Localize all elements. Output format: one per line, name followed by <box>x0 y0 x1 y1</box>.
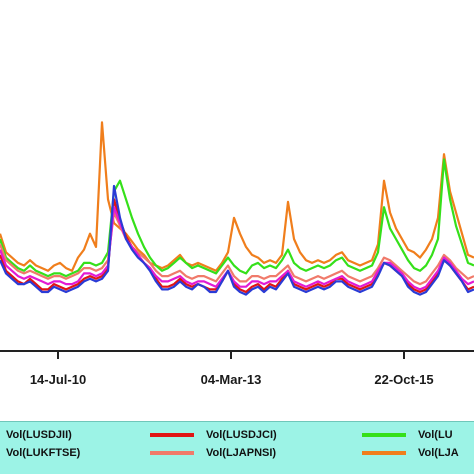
legend-item-lu: Vol(LU <box>362 426 453 444</box>
series-line-vol-ljapnsi <box>0 211 474 286</box>
series-line-vol-lu <box>0 158 474 278</box>
legend-label-lukftse: Vol(LUKFTSE) <box>6 447 81 459</box>
x-tick-label-2: 04-Mar-13 <box>201 372 262 387</box>
legend-swatch-lu <box>362 433 406 437</box>
series-line-vol-lukftse <box>0 206 474 291</box>
legend-swatch-ljapnsi <box>150 451 194 455</box>
legend-item-lusdjci: Vol(LUSDJCI) <box>150 426 277 444</box>
legend-label-lja: Vol(LJA <box>418 447 459 459</box>
legend-item-lukftse: Vol(LUKFTSE) <box>6 444 80 462</box>
series-line-vol-lusdjii <box>0 184 474 296</box>
legend-item-lja: Vol(LJA <box>362 444 459 462</box>
legend-swatch-lusdjci <box>150 433 194 437</box>
legend-swatch-lja <box>362 451 406 455</box>
series-line-vol-lja <box>0 121 474 272</box>
series-layer <box>0 121 474 296</box>
legend-label-ljapnsi: Vol(LJAPNSI) <box>206 447 277 459</box>
x-tick-label-1: 14-Jul-10 <box>30 372 86 387</box>
legend-item-ljapnsi: Vol(LJAPNSI) <box>150 444 276 462</box>
legend-label-lusdjii: Vol(LUSDJII) <box>6 429 72 441</box>
legend-label-lu: Vol(LU <box>418 429 453 441</box>
volatility-line-chart: 14-Jul-10 04-Mar-13 22-Oct-15 <box>0 121 474 387</box>
legend-item-lusdjii: Vol(LUSDJII) <box>6 426 72 444</box>
chart-legend: Vol(LUSDJII) Vol(LUSDJCI) Vol(LU Vol(LUK… <box>0 421 474 474</box>
x-tick-label-3: 22-Oct-15 <box>374 372 433 387</box>
legend-label-lusdjci: Vol(LUSDJCI) <box>206 429 277 441</box>
